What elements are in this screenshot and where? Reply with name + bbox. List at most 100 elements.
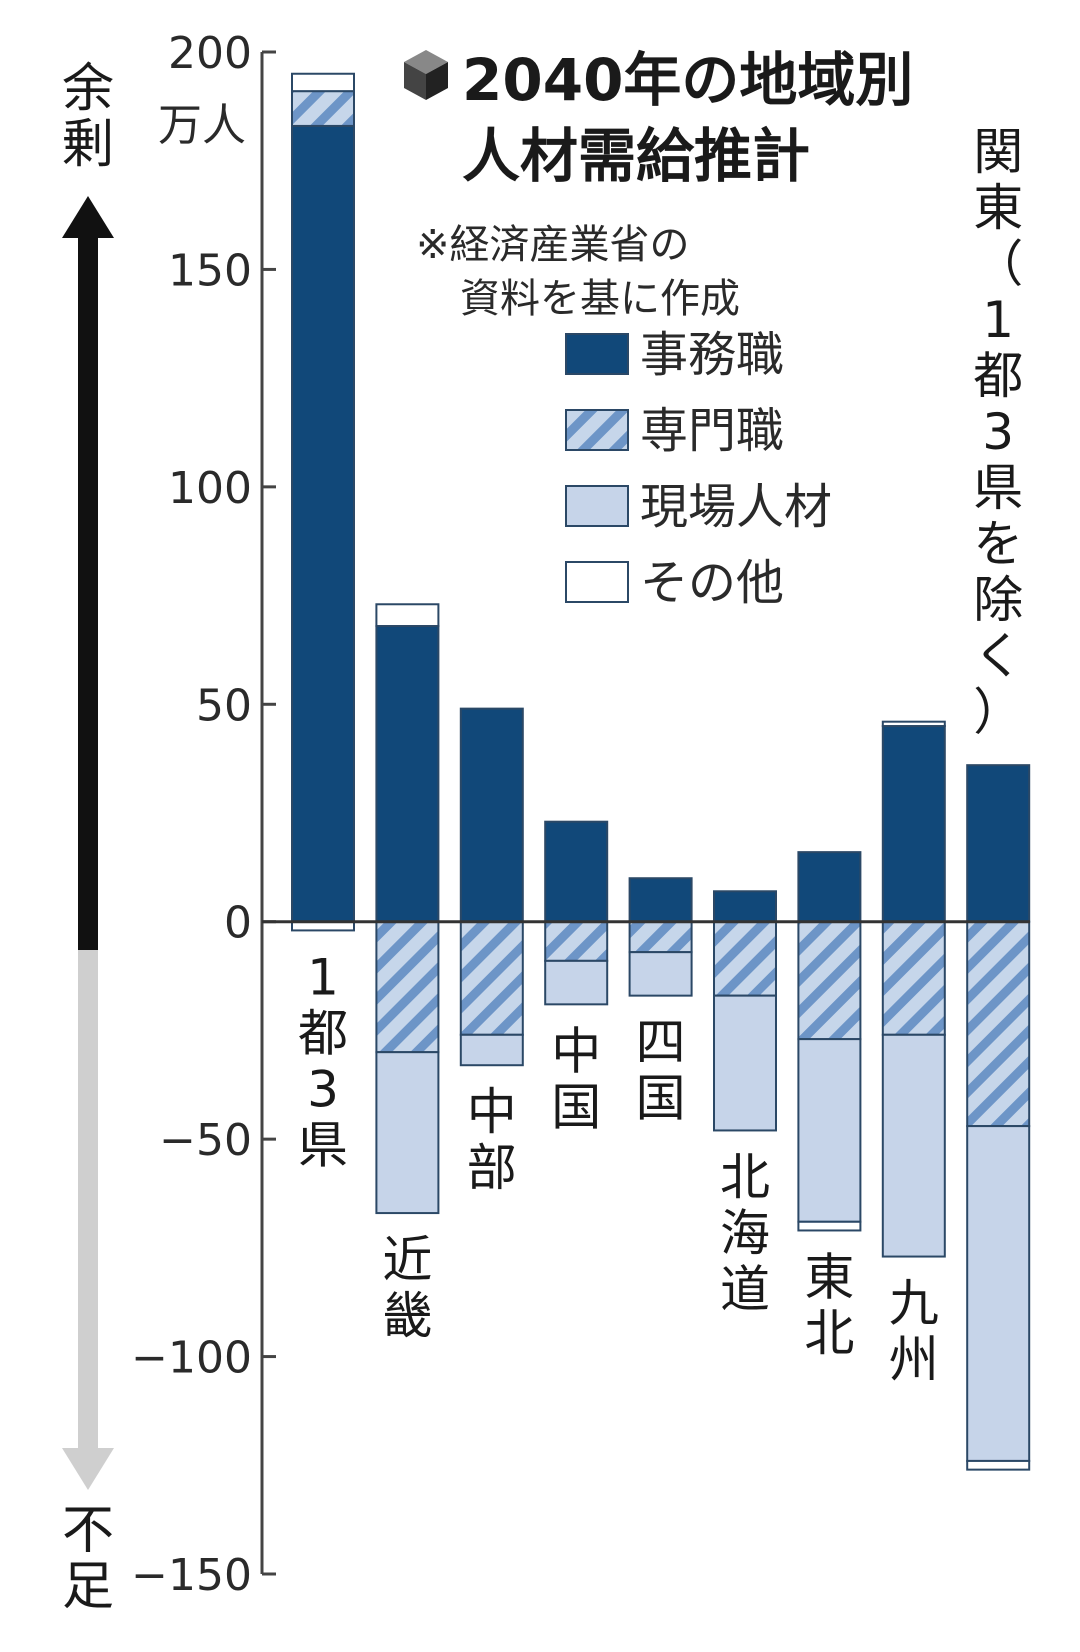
region-label-char: 道 bbox=[720, 1260, 770, 1318]
surplus-label-char-0: 余 bbox=[62, 59, 114, 119]
bar-segment-professional bbox=[375, 920, 440, 1054]
legend-swatch-professional bbox=[565, 409, 629, 451]
bar-segment-field bbox=[375, 1051, 440, 1215]
bar-segment-clerical bbox=[966, 764, 1031, 923]
region-label-char: 近 bbox=[382, 1231, 432, 1289]
bar-group bbox=[291, 72, 355, 932]
region-label-char: 3 bbox=[982, 403, 1014, 461]
legend-label-other: その他 bbox=[640, 555, 784, 611]
bar-segment-other bbox=[291, 72, 355, 93]
legend-swatch-clerical bbox=[565, 333, 629, 375]
source-note-line-1: ※経済産業省の bbox=[416, 222, 690, 268]
legend-swatch-field bbox=[565, 485, 629, 527]
bar-segment-clerical bbox=[713, 890, 777, 923]
bar-segment-field bbox=[966, 1125, 1031, 1462]
bar-group bbox=[459, 707, 524, 1067]
cube-icon bbox=[404, 50, 448, 100]
bar-segment-professional bbox=[628, 920, 693, 954]
legend-swatch-other bbox=[565, 561, 629, 603]
bar-segment-clerical bbox=[544, 820, 609, 923]
region-label-char: 畿 bbox=[382, 1287, 432, 1345]
region-label-char: 中 bbox=[551, 1022, 601, 1080]
y-tick-label: 0 bbox=[224, 898, 252, 949]
region-label-char: 部 bbox=[467, 1139, 517, 1197]
bar-group bbox=[544, 820, 609, 1006]
bar-segment-professional bbox=[459, 920, 524, 1036]
bar-group bbox=[375, 603, 440, 1215]
direction-arrows bbox=[62, 196, 114, 1490]
shortage-label-char-0: 不 bbox=[62, 1501, 114, 1561]
bar-group bbox=[881, 720, 946, 1258]
bar-segment-field bbox=[459, 1033, 524, 1067]
region-label-char: 中 bbox=[467, 1083, 517, 1141]
region-label-char: 海 bbox=[720, 1204, 770, 1262]
region-label-char: 都 bbox=[973, 347, 1023, 405]
bar-segment-field bbox=[628, 951, 693, 997]
bar-group bbox=[797, 851, 862, 1232]
title-block: 2040年の地域別 人材需給推計 ※経済産業省の 資料を基に作成 bbox=[404, 46, 913, 322]
region-label-char: 都 bbox=[298, 1004, 348, 1062]
bar-segment-clerical bbox=[628, 877, 693, 923]
y-axis-unit: 万人 bbox=[158, 100, 246, 151]
shortage-label-char-1: 足 bbox=[62, 1557, 114, 1617]
region-label-char: 州 bbox=[889, 1331, 939, 1389]
region-label-char: を bbox=[973, 515, 1023, 573]
bar-segment-field bbox=[713, 994, 777, 1132]
region-label-char: 四 bbox=[636, 1014, 686, 1072]
region-label-char: 国 bbox=[636, 1070, 686, 1128]
bar-group bbox=[628, 877, 693, 997]
bar-segment-professional bbox=[291, 90, 355, 127]
y-tick-label: 150 bbox=[168, 245, 252, 296]
bars bbox=[291, 72, 1031, 1471]
bar-segment-professional bbox=[544, 920, 609, 962]
region-label-char: 北 bbox=[720, 1148, 770, 1206]
region-label-char: 東 bbox=[804, 1248, 854, 1306]
bar-segment-professional bbox=[797, 920, 862, 1041]
region-label-char: （ bbox=[973, 235, 1023, 293]
bar-segment-other bbox=[375, 603, 440, 628]
bar-segment-clerical bbox=[797, 851, 862, 923]
bar-segment-field bbox=[881, 1033, 946, 1258]
region-label-char: 1 bbox=[982, 291, 1014, 349]
y-tick-label: 50 bbox=[196, 680, 252, 731]
region-label-char: 県 bbox=[973, 459, 1023, 517]
bar-segment-other bbox=[797, 1220, 862, 1232]
chart-title-line-2: 人材需給推計 bbox=[462, 122, 810, 190]
bar-group bbox=[966, 764, 1031, 1471]
region-label-char: 北 bbox=[804, 1304, 854, 1362]
legend-label-field: 現場人材 bbox=[640, 479, 832, 535]
bar-segment-clerical bbox=[291, 124, 355, 923]
chart-title-line-1: 2040年の地域別 bbox=[462, 46, 913, 114]
y-tick-label: 100 bbox=[168, 463, 252, 514]
bar-segment-clerical bbox=[881, 725, 946, 923]
region-label-char: 1 bbox=[307, 948, 339, 1006]
bar-segment-clerical bbox=[375, 625, 440, 923]
arrow-up-head bbox=[62, 196, 114, 238]
bar-segment-professional bbox=[966, 920, 1031, 1128]
y-axis: 200 150 100 50 0 −50 −100 −150 bbox=[131, 28, 276, 1601]
arrow-down-head bbox=[62, 1448, 114, 1490]
bar-group bbox=[713, 890, 777, 1132]
bar-segment-professional bbox=[881, 920, 946, 1036]
legend-label-professional: 専門職 bbox=[640, 403, 784, 459]
region-label-char: 除 bbox=[973, 571, 1023, 629]
bar-segment-professional bbox=[713, 920, 777, 997]
legend-label-clerical: 事務職 bbox=[640, 327, 784, 383]
region-label-char: 関 bbox=[973, 123, 1023, 181]
bar-segment-clerical bbox=[459, 707, 524, 923]
surplus-label-char-1: 剰 bbox=[62, 115, 114, 175]
bar-segment-other bbox=[966, 1459, 1031, 1471]
bar-segment-field bbox=[544, 959, 609, 1006]
bar-segment-other bbox=[881, 720, 946, 728]
region-label-char: 国 bbox=[551, 1078, 601, 1136]
y-tick-label: −100 bbox=[131, 1333, 252, 1384]
y-tick-label: 200 bbox=[168, 28, 252, 79]
y-tick-label: −150 bbox=[131, 1550, 252, 1601]
region-label-char: ） bbox=[973, 683, 1023, 741]
source-note-line-2: 資料を基に作成 bbox=[460, 276, 740, 322]
region-label-char: 東 bbox=[973, 179, 1023, 237]
